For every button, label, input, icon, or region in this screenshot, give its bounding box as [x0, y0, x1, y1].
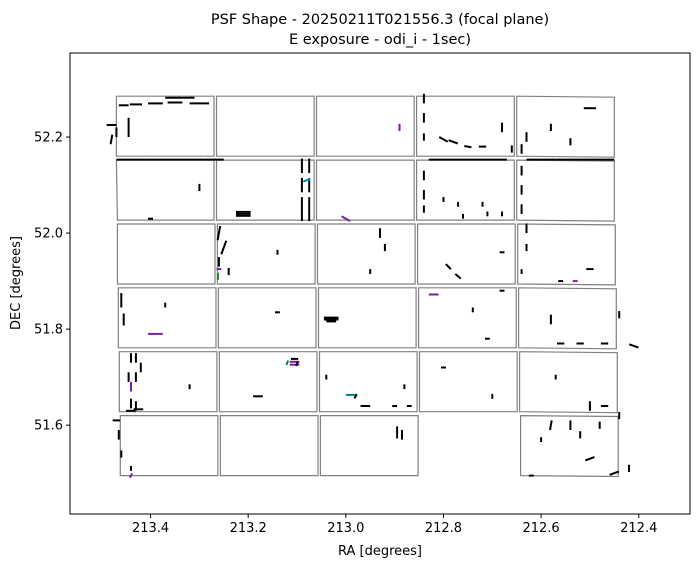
ccd-outline-12	[216, 223, 316, 285]
ccd-outline-28	[319, 415, 419, 477]
y-tick-label: 51.8	[34, 323, 63, 338]
x-axis-ticks: 213.4 213.2 213.0 212.8 212.6 212.4	[132, 514, 657, 536]
x-tick-label: 212.6	[522, 521, 559, 536]
psf-whisker-64	[220, 240, 228, 255]
ccd-outline-15	[517, 223, 616, 286]
psf-whisker-15	[438, 136, 449, 143]
ccd-outline-20	[517, 287, 617, 350]
ccd-outline-16	[117, 287, 217, 349]
ccd-outline-25	[518, 351, 618, 414]
x-tick-label: 213.2	[230, 521, 267, 536]
ccd-outline-14	[417, 223, 516, 285]
ccd-outline-2	[215, 95, 315, 157]
psf-whisker-137	[549, 420, 553, 431]
ccd-outline-17	[217, 287, 317, 349]
psf-whisker-63	[216, 225, 222, 241]
chart-subtitle: E exposure - odi_i - 1sec)	[289, 32, 471, 48]
y-tick-label: 52.0	[34, 227, 63, 242]
psf-whisker-16	[448, 139, 459, 145]
y-tick-label: 51.6	[34, 419, 63, 434]
ccd-outline-10	[516, 159, 615, 222]
y-axis-ticks: 51.6 51.8 52.0 52.2	[34, 131, 70, 434]
ccd-outline-7	[215, 159, 315, 221]
psf-whisker-134	[128, 473, 134, 479]
ccd-outline-21	[118, 351, 218, 413]
ccd-outline-18	[317, 287, 417, 349]
ccd-outline-3	[315, 95, 415, 157]
psf-whisker-10	[109, 134, 114, 145]
psf-whisker-73	[445, 263, 452, 270]
psf-whisker-17	[464, 145, 472, 149]
chart-title: PSF Shape - 20250211T021556.3 (focal pla…	[211, 12, 549, 28]
ccd-outline-5	[516, 95, 615, 158]
ccd-outline-29	[519, 414, 619, 478]
psf-whisker-43	[302, 178, 311, 183]
x-tick-label: 212.4	[620, 521, 657, 536]
ccd-outline-8	[315, 159, 415, 221]
ccd-outline-23	[318, 351, 418, 413]
x-tick-label: 213.4	[132, 521, 169, 536]
ccd-outlines	[115, 95, 619, 478]
x-tick-label: 212.8	[425, 521, 462, 536]
psf-whiskers	[106, 93, 639, 479]
psf-whisker-44	[341, 215, 351, 222]
y-axis-label: DEC [degrees]	[9, 236, 24, 330]
ccd-outline-27	[219, 415, 319, 477]
ccd-outline-4	[416, 95, 515, 157]
ccd-outline-9	[416, 159, 515, 221]
plot-frame	[69, 52, 691, 515]
y-tick-label: 52.2	[34, 131, 63, 146]
x-tick-label: 213.0	[327, 521, 364, 536]
psf-whisker-99	[628, 343, 639, 349]
psf-whisker-116	[285, 360, 290, 366]
x-axis-label: RA [degrees]	[338, 544, 422, 559]
ccd-outline-22	[218, 351, 318, 413]
ccd-outline-13	[316, 223, 416, 285]
psf-whisker-115	[295, 361, 299, 367]
psf-whisker-118	[353, 393, 358, 399]
ccd-outline-11	[116, 223, 216, 285]
psf-whisker-143	[609, 470, 620, 476]
psf-whisker-142	[584, 456, 595, 462]
ccd-outline-24	[418, 351, 518, 413]
psf-whisker-74	[454, 273, 462, 280]
ccd-outline-26	[119, 415, 219, 477]
ccd-outline-19	[418, 287, 517, 349]
